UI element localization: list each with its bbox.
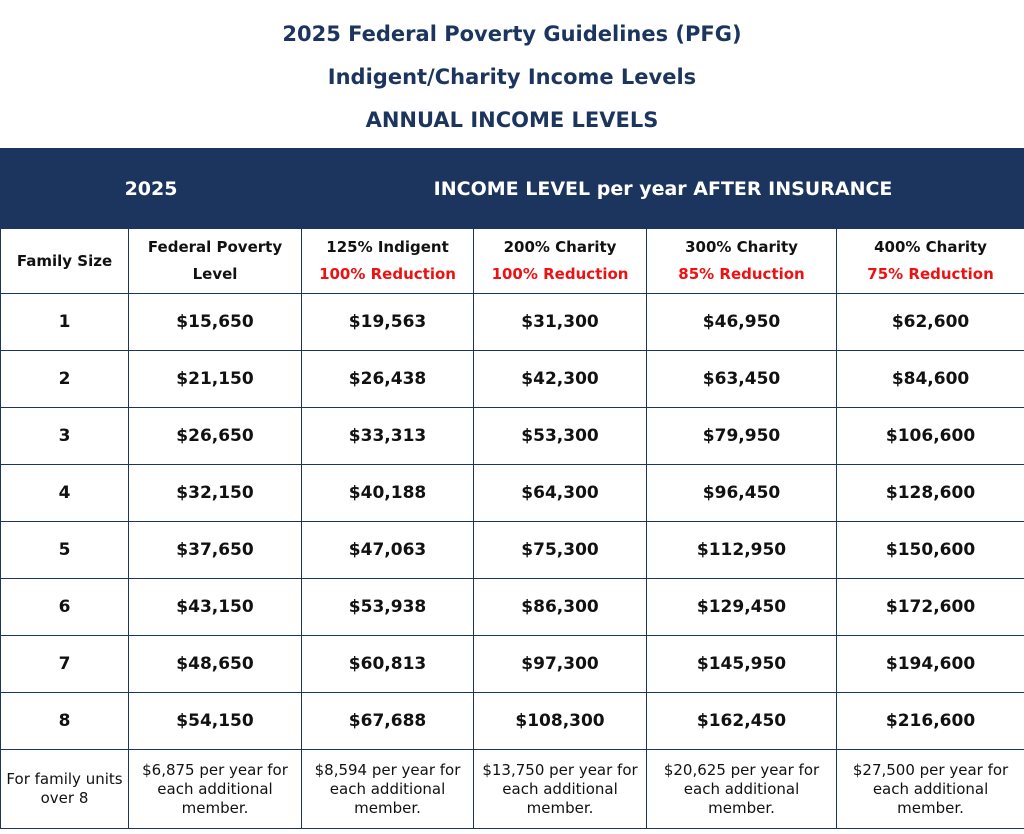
footer-cell: $27,500 per year for each additional mem… — [836, 749, 1024, 829]
column-note: 85% Reduction — [678, 265, 805, 283]
cell: $108,300 — [473, 692, 648, 750]
cell: 1 — [0, 293, 129, 351]
cell: $216,600 — [836, 692, 1024, 750]
cell: $21,150 — [127, 350, 303, 408]
title: 2025 Federal Poverty Guidelines (PFG) — [282, 22, 742, 46]
cell: $15,650 — [127, 293, 303, 351]
cell: $48,650 — [127, 635, 303, 693]
column-label: 300% Charity — [685, 238, 798, 256]
group-header: 2025 — [0, 148, 303, 229]
cell: $37,650 — [127, 521, 303, 579]
title: ANNUAL INCOME LEVELS — [365, 108, 659, 132]
cell: 4 — [0, 464, 129, 522]
row: 4 $32,150 $40,188 $64,300 $96,450 $128,600 — [0, 464, 1024, 522]
cell: $97,300 — [473, 635, 648, 693]
footer-cell: For family units over 8 — [0, 749, 129, 829]
column-label: 200% Charity — [503, 238, 617, 256]
cell: $67,688 — [301, 692, 475, 750]
cell: 2 — [0, 350, 129, 408]
cell: $64,300 — [473, 464, 648, 522]
column-label: 400% Charity — [874, 238, 987, 256]
cell: $106,600 — [836, 407, 1024, 465]
cell: $53,938 — [301, 578, 475, 636]
cell: $75,300 — [473, 521, 648, 579]
cell: $79,950 — [646, 407, 838, 465]
column-label: Federal Poverty Level — [147, 238, 283, 283]
footer-cell: $13,750 per year for each additional mem… — [473, 749, 648, 829]
footer-cell: $8,594 per year for each additional memb… — [301, 749, 475, 829]
row: 8 $54,150 $67,688 $108,300 $162,450 $216,600 — [0, 692, 1024, 750]
column-header: 400% Charity 75% Reduction — [836, 228, 1024, 294]
cell: $46,950 — [646, 293, 838, 351]
cell: $43,150 — [127, 578, 303, 636]
cell: $31,300 — [473, 293, 648, 351]
cell: $145,950 — [646, 635, 838, 693]
cell: $63,450 — [646, 350, 838, 408]
cell: $19,563 — [301, 293, 475, 351]
cell: 5 — [0, 521, 129, 579]
cell: $172,600 — [836, 578, 1024, 636]
cell: $96,450 — [646, 464, 838, 522]
cell: $60,813 — [301, 635, 475, 693]
cell: $33,313 — [301, 407, 475, 465]
row: 2 $21,150 $26,438 $42,300 $63,450 $84,600 — [0, 350, 1024, 408]
cell: $62,600 — [836, 293, 1024, 351]
column-note: 100% Reduction — [491, 265, 629, 283]
cell: 7 — [0, 635, 129, 693]
cell: $42,300 — [473, 350, 648, 408]
cell: 6 — [0, 578, 129, 636]
row: 7 $48,650 $60,813 $97,300 $145,950 $194,600 — [0, 635, 1024, 693]
cell: $26,650 — [127, 407, 303, 465]
footer-row: For family units over 8 $6,875 per year f… — [0, 749, 1024, 829]
column-header: Federal Poverty Level — [127, 228, 303, 294]
cell: $84,600 — [836, 350, 1024, 408]
cell: 8 — [0, 692, 129, 750]
cell: $162,450 — [646, 692, 838, 750]
footer-cell: $6,875 per year for each additional memb… — [127, 749, 303, 829]
cell: $32,150 — [127, 464, 303, 522]
cell: 3 — [0, 407, 129, 465]
cell: $194,600 — [836, 635, 1024, 693]
cell: $40,188 — [301, 464, 475, 522]
column-note: 75% Reduction — [867, 265, 994, 283]
cell: $26,438 — [301, 350, 475, 408]
column-header: 300% Charity 85% Reduction — [646, 228, 838, 294]
row: 1 $15,650 $19,563 $31,300 $46,950 $62,600 — [0, 293, 1024, 351]
footer-cell: $20,625 per year for each additional mem… — [646, 749, 838, 829]
column-header: 200% Charity 100% Reduction — [473, 228, 648, 294]
cell: $128,600 — [836, 464, 1024, 522]
cell: $150,600 — [836, 521, 1024, 579]
income-table: 2025 INCOME LEVEL per year AFTER INSURAN… — [0, 148, 1024, 829]
row: 6 $43,150 $53,938 $86,300 $129,450 $172,600 — [0, 578, 1024, 636]
row: 3 $26,650 $33,313 $53,300 $79,950 $106,600 — [0, 407, 1024, 465]
column-label: Family Size — [16, 251, 113, 270]
title: Indigent/Charity Income Levels — [327, 65, 697, 89]
cell: $86,300 — [473, 578, 648, 636]
cell: $129,450 — [646, 578, 838, 636]
column-label: 125% Indigent — [326, 238, 449, 256]
group-header: INCOME LEVEL per year AFTER INSURANCE — [301, 148, 1024, 229]
row: 5 $37,650 $47,063 $75,300 $112,950 $150,600 — [0, 521, 1024, 579]
cell: $53,300 — [473, 407, 648, 465]
column-note: 100% Reduction — [319, 265, 456, 283]
column-header: Family Size — [0, 228, 129, 294]
cell: $54,150 — [127, 692, 303, 750]
cell: $112,950 — [646, 521, 838, 579]
titles: 2025 Federal Poverty Guidelines (PFG) In… — [0, 0, 1024, 148]
column-header: 125% Indigent 100% Reduction — [301, 228, 475, 294]
cell: $47,063 — [301, 521, 475, 579]
